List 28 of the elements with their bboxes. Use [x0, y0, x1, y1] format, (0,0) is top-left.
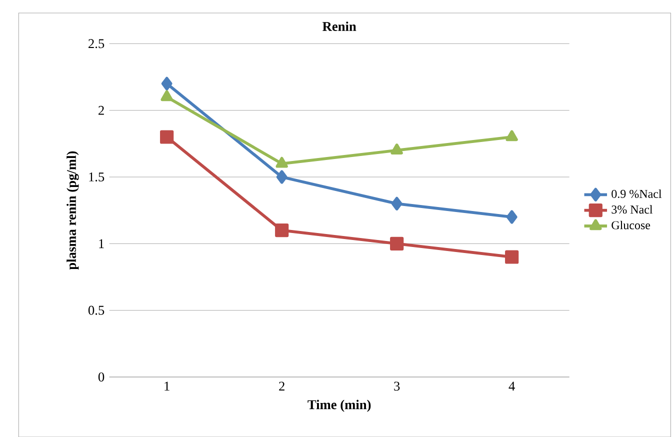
y-axis-title: plasma renin (pg/ml) [66, 151, 79, 270]
point [276, 156, 288, 168]
point [505, 250, 519, 264]
point [390, 236, 404, 250]
point [390, 144, 403, 154]
x-tick-label: 1 [164, 382, 170, 391]
point [161, 76, 172, 90]
x-tick-label: 2 [279, 382, 284, 391]
y-tick-label: 2 [98, 106, 104, 115]
point [506, 130, 518, 142]
x-tick-label: 3 [394, 382, 400, 391]
y-tick-label: 1 [99, 239, 104, 248]
point [276, 170, 288, 184]
y-tick-label: 1.5 [89, 172, 104, 182]
point [506, 210, 518, 224]
point [160, 130, 174, 144]
legend-label: Glucose [612, 220, 650, 230]
y-tick-label: 0.5 [88, 306, 104, 315]
point [391, 196, 402, 210]
legend-label: 0.9 %Nacl [612, 190, 662, 198]
chart-title: Renin [322, 22, 356, 31]
legend-label: 3% Nacl [612, 205, 653, 214]
point [275, 224, 289, 238]
x-tick-label: 4 [508, 382, 515, 390]
y-tick-label: 2.5 [88, 39, 104, 48]
x-axis-title: Time (min) [308, 400, 371, 412]
y-tick-label: 0 [98, 372, 104, 382]
point [160, 90, 173, 102]
